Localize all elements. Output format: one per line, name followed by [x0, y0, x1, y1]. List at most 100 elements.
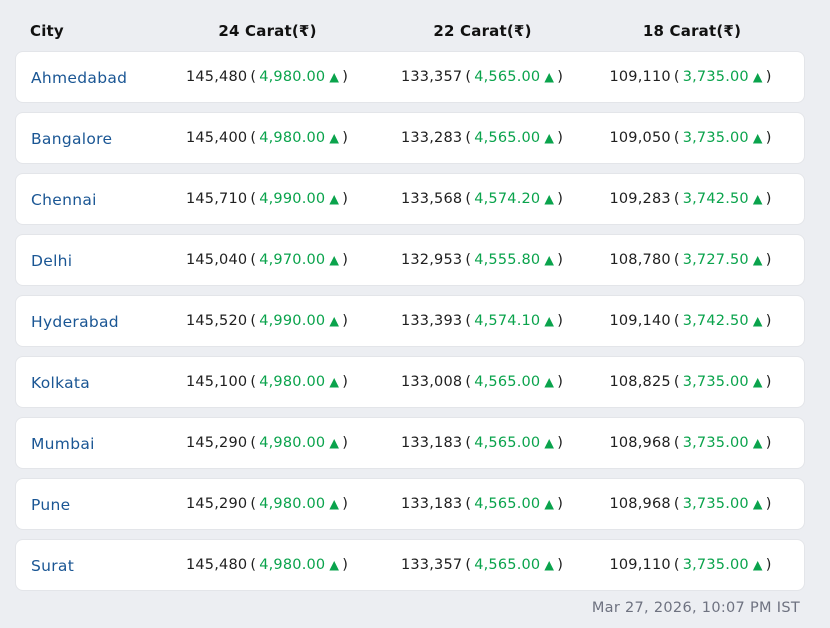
up-arrow-icon: ▲ — [544, 374, 555, 389]
price-cell-18-carat: 108,780(3,727.50 ▲) — [596, 252, 804, 268]
price-value-18: 109,140 — [609, 313, 671, 329]
price-value-18: 109,050 — [609, 130, 671, 146]
change-value-24: 4,980.00 — [259, 130, 326, 146]
open-paren: ( — [250, 191, 257, 207]
change-value-18: 3,735.00 — [682, 496, 749, 512]
table-row: Surat 145,480(4,980.00 ▲) 133,357(4,565.0… — [15, 539, 805, 591]
city-link[interactable]: Kolkata — [31, 373, 91, 392]
up-arrow-icon: ▲ — [329, 374, 340, 389]
close-paren: ) — [765, 69, 772, 85]
open-paren: ( — [673, 496, 680, 512]
change-value-18: 3,735.00 — [682, 130, 749, 146]
change-value-22: 4,565.00 — [474, 374, 541, 390]
price-value-24: 145,520 — [185, 313, 248, 329]
up-arrow-icon: ▲ — [544, 130, 555, 145]
close-paren: ) — [342, 374, 349, 390]
price-value-24: 145,290 — [185, 435, 248, 451]
price-cell-22-carat: 132,953(4,555.80 ▲) — [371, 252, 596, 268]
open-paren: ( — [673, 313, 680, 329]
up-arrow-icon: ▲ — [544, 557, 555, 572]
city-link[interactable]: Ahmedabad — [31, 68, 128, 87]
change-value-22: 4,565.00 — [474, 435, 541, 451]
city-link[interactable]: Chennai — [31, 190, 97, 209]
price-cell-18-carat: 109,110(3,735.00 ▲) — [596, 557, 804, 573]
price-cell-24-carat: 145,480(4,980.00 ▲) — [166, 557, 371, 573]
city-link[interactable]: Delhi — [31, 251, 73, 270]
open-paren: ( — [673, 374, 680, 390]
open-paren: ( — [250, 496, 257, 512]
price-cell-18-carat: 108,968(3,735.00 ▲) — [596, 435, 804, 451]
open-paren: ( — [250, 313, 257, 329]
price-cell-24-carat: 145,400(4,980.00 ▲) — [166, 130, 371, 146]
up-arrow-icon: ▲ — [752, 374, 763, 389]
city-link[interactable]: Mumbai — [31, 434, 95, 453]
price-value-22: 132,953 — [400, 252, 463, 268]
city-link[interactable]: Pune — [31, 495, 71, 514]
open-paren: ( — [465, 252, 472, 268]
up-arrow-icon: ▲ — [544, 191, 555, 206]
close-paren: ) — [342, 496, 349, 512]
table-row: Pune 145,290(4,980.00 ▲) 133,183(4,565.00… — [15, 478, 805, 530]
price-value-18: 109,110 — [609, 69, 671, 85]
close-paren: ) — [765, 313, 772, 329]
change-value-18: 3,735.00 — [682, 557, 749, 573]
up-arrow-icon: ▲ — [544, 69, 555, 84]
price-cell-18-carat: 109,110(3,735.00 ▲) — [596, 69, 804, 85]
city-cell: Delhi — [16, 251, 166, 270]
price-value-22: 133,568 — [400, 191, 463, 207]
change-value-18: 3,735.00 — [682, 374, 749, 390]
price-value-24: 145,480 — [185, 557, 248, 573]
open-paren: ( — [465, 557, 472, 573]
open-paren: ( — [465, 374, 472, 390]
header-24-carat: 24 Carat(₹) — [218, 21, 317, 40]
change-value-24: 4,980.00 — [259, 374, 326, 390]
price-cell-24-carat: 145,520(4,990.00 ▲) — [166, 313, 371, 329]
change-value-24: 4,980.00 — [259, 69, 326, 85]
price-value-22: 133,283 — [400, 130, 463, 146]
table-row: Kolkata 145,100(4,980.00 ▲) 133,008(4,565… — [15, 356, 805, 408]
up-arrow-icon: ▲ — [544, 496, 555, 511]
table-row: Delhi 145,040(4,970.00 ▲) 132,953(4,555.8… — [15, 234, 805, 286]
price-value-24: 145,710 — [185, 191, 248, 207]
price-cell-22-carat: 133,357(4,565.00 ▲) — [371, 557, 596, 573]
open-paren: ( — [673, 252, 680, 268]
city-link[interactable]: Hyderabad — [31, 312, 119, 331]
city-link[interactable]: Surat — [31, 556, 75, 575]
header-city: City — [30, 21, 64, 40]
close-paren: ) — [342, 252, 349, 268]
close-paren: ) — [557, 69, 564, 85]
close-paren: ) — [765, 191, 772, 207]
up-arrow-icon: ▲ — [752, 130, 763, 145]
price-cell-24-carat: 145,480(4,980.00 ▲) — [166, 69, 371, 85]
close-paren: ) — [557, 496, 564, 512]
close-paren: ) — [342, 435, 349, 451]
price-cell-24-carat: 145,290(4,980.00 ▲) — [166, 435, 371, 451]
up-arrow-icon: ▲ — [752, 69, 763, 84]
city-cell: Ahmedabad — [16, 68, 166, 87]
city-link[interactable]: Bangalore — [31, 129, 113, 148]
open-paren: ( — [250, 557, 257, 573]
open-paren: ( — [465, 435, 472, 451]
price-cell-22-carat: 133,183(4,565.00 ▲) — [371, 435, 596, 451]
price-value-24: 145,400 — [185, 130, 248, 146]
up-arrow-icon: ▲ — [329, 496, 340, 511]
price-value-18: 108,825 — [609, 374, 671, 390]
up-arrow-icon: ▲ — [752, 435, 763, 450]
close-paren: ) — [342, 69, 349, 85]
table-row: Mumbai 145,290(4,980.00 ▲) 133,183(4,565.… — [15, 417, 805, 469]
price-value-24: 145,290 — [185, 496, 248, 512]
up-arrow-icon: ▲ — [329, 69, 340, 84]
open-paren: ( — [465, 191, 472, 207]
close-paren: ) — [342, 191, 349, 207]
price-cell-22-carat: 133,568(4,574.20 ▲) — [371, 191, 596, 207]
open-paren: ( — [250, 252, 257, 268]
up-arrow-icon: ▲ — [752, 313, 763, 328]
price-value-22: 133,393 — [400, 313, 463, 329]
open-paren: ( — [465, 496, 472, 512]
close-paren: ) — [557, 557, 564, 573]
open-paren: ( — [673, 191, 680, 207]
up-arrow-icon: ▲ — [329, 252, 340, 267]
price-cell-18-carat: 109,283(3,742.50 ▲) — [596, 191, 804, 207]
price-cell-22-carat: 133,183(4,565.00 ▲) — [371, 496, 596, 512]
change-value-22: 4,574.10 — [474, 313, 541, 329]
